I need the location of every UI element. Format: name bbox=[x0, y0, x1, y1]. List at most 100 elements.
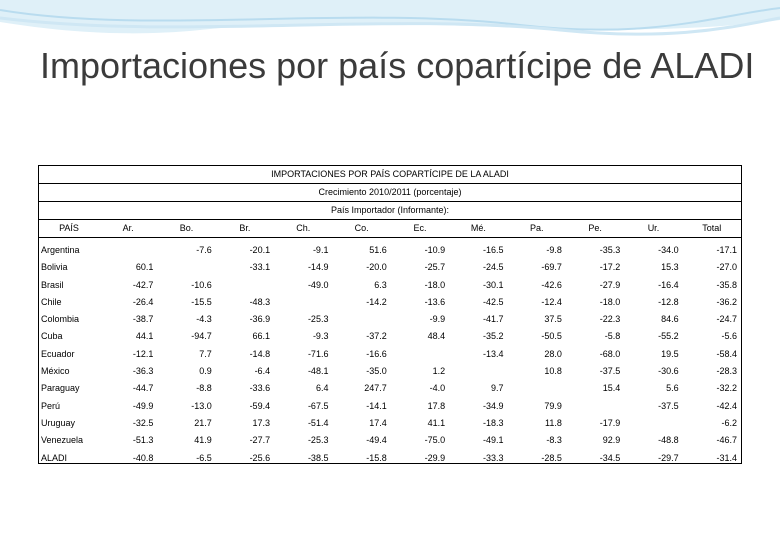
value-cell: -37.2 bbox=[366, 331, 387, 342]
value-cell: -33.1 bbox=[249, 262, 271, 273]
value-cell: -68.0 bbox=[599, 348, 621, 359]
value-cell: -15.8 bbox=[366, 452, 387, 463]
value-cell: -20.0 bbox=[366, 262, 387, 273]
value-cell: -22.3 bbox=[599, 314, 621, 325]
value-cell: -75.0 bbox=[424, 435, 446, 446]
value-cell: -34.0 bbox=[658, 245, 679, 255]
value-cell: -24.5 bbox=[483, 262, 504, 273]
value-cell: -26.4 bbox=[132, 296, 154, 307]
value-cell: -36.9 bbox=[249, 314, 271, 325]
value-cell: 17.8 bbox=[427, 400, 446, 411]
country-cell: Perú bbox=[41, 400, 61, 411]
column-header: Mé. bbox=[470, 223, 486, 233]
country-cell: Ecuador bbox=[41, 348, 75, 359]
value-cell: -15.5 bbox=[191, 296, 212, 307]
empty-cell bbox=[274, 294, 332, 311]
value-cell: -34.9 bbox=[483, 400, 504, 411]
table-row: ALADI -40.8 -6.5 -25.6 -38.5 -15.8 -29.9 -33.3 -… bbox=[39, 450, 741, 467]
value-cell: -42.7 bbox=[132, 279, 154, 290]
value-cell: -31.4 bbox=[716, 452, 737, 463]
value-cell: 19.5 bbox=[661, 348, 679, 359]
value-cell: -37.5 bbox=[658, 400, 679, 411]
value-cell: 44.1 bbox=[135, 331, 154, 342]
value-cell: -29.7 bbox=[658, 452, 679, 463]
value-cell: -51.3 bbox=[132, 435, 154, 446]
column-header: Ar. bbox=[122, 223, 134, 233]
column-header: Pe. bbox=[588, 223, 602, 233]
value-cell: 37.5 bbox=[544, 314, 562, 325]
country-cell: Bolivia bbox=[41, 262, 68, 273]
value-cell: 92.9 bbox=[602, 435, 621, 446]
value-cell: -5.8 bbox=[604, 331, 621, 342]
table-row: Argentina -7.6 -20.1 -9.1 51.6 -10.9 -16.5 -9.8… bbox=[39, 242, 741, 259]
value-cell: -27.9 bbox=[599, 279, 621, 290]
value-cell: -27.7 bbox=[249, 435, 271, 446]
country-cell: México bbox=[41, 366, 70, 377]
value-cell: -55.2 bbox=[658, 331, 679, 342]
value-cell: -48.1 bbox=[307, 366, 329, 377]
value-cell: 51.6 bbox=[369, 245, 387, 255]
value-cell: -5.6 bbox=[721, 331, 737, 342]
value-cell: -24.7 bbox=[716, 314, 737, 325]
value-cell: -44.7 bbox=[132, 383, 154, 394]
value-cell: -16.4 bbox=[658, 279, 679, 290]
value-cell: 247.7 bbox=[364, 383, 387, 394]
value-cell: -25.3 bbox=[307, 314, 329, 325]
value-cell: -17.1 bbox=[716, 245, 737, 255]
table-row: Uruguay -32.5 21.7 17.3 -51.4 17.4 41.1 -18.3 11… bbox=[39, 415, 741, 432]
table-title: IMPORTACIONES POR PAÍS COPARTÍCIPE DE LA… bbox=[39, 166, 741, 184]
value-cell: -6.2 bbox=[721, 417, 737, 428]
value-cell: -49.4 bbox=[366, 435, 387, 446]
value-cell: -41.7 bbox=[483, 314, 504, 325]
value-cell: -10.6 bbox=[191, 279, 212, 290]
column-header: Bo. bbox=[179, 223, 194, 233]
value-cell: -16.5 bbox=[483, 245, 504, 255]
value-cell: -10.9 bbox=[424, 245, 446, 255]
empty-cell bbox=[508, 380, 566, 397]
empty-cell bbox=[157, 259, 215, 276]
value-cell: -6.5 bbox=[196, 452, 212, 463]
table-row: Brasil -42.7 -10.6 -49.0 6.3 -18.0 -30.1 -42.6 -… bbox=[39, 277, 741, 294]
value-cell: 21.7 bbox=[194, 417, 212, 428]
table-body: Argentina -7.6 -20.1 -9.1 51.6 -10.9 -16.5 -9.8… bbox=[39, 238, 741, 467]
empty-cell bbox=[99, 242, 157, 259]
value-cell: -49.1 bbox=[483, 435, 504, 446]
value-cell: 6.3 bbox=[374, 279, 387, 290]
value-cell: -32.5 bbox=[132, 417, 154, 428]
group-header: País Importador (Informante): bbox=[330, 205, 450, 215]
table: IMPORTACIONES POR PAÍS COPARTÍCIPE DE LA… bbox=[38, 165, 742, 464]
value-cell: -4.3 bbox=[196, 314, 212, 325]
column-header: Ch. bbox=[296, 223, 311, 233]
value-cell: 15.4 bbox=[602, 383, 621, 394]
value-cell: -36.3 bbox=[132, 366, 154, 377]
value-cell: -46.7 bbox=[716, 435, 737, 446]
value-cell: -28.5 bbox=[541, 452, 562, 463]
table-row: Perú -49.9 -13.0 -59.4 -67.5 -14.1 17.8 -34.9 79… bbox=[39, 398, 741, 415]
value-cell: 60.1 bbox=[135, 262, 154, 273]
value-cell: -49.0 bbox=[307, 279, 329, 290]
value-cell: 10.8 bbox=[544, 366, 562, 377]
column-header: Total bbox=[702, 223, 722, 233]
table-row: Paraguay -44.7 -8.8 -33.6 6.4 247.7 -4.0 9.7 15.… bbox=[39, 380, 741, 397]
value-cell: -9.9 bbox=[429, 314, 446, 325]
value-cell: -42.5 bbox=[483, 296, 504, 307]
value-cell: 0.9 bbox=[199, 366, 212, 377]
slide-title: Importaciones por país copartícipe de AL… bbox=[40, 45, 755, 86]
table-row: Colombia -38.7 -4.3 -36.9 -25.3 -9.9 -41.7 37.5… bbox=[39, 311, 741, 328]
column-header: Co. bbox=[354, 223, 369, 233]
value-cell: -17.2 bbox=[599, 262, 621, 273]
column-header: Br. bbox=[239, 223, 251, 233]
table-row: Chile -26.4 -15.5 -48.3 -14.2 -13.6 -42.5 -12.4… bbox=[39, 294, 741, 311]
value-cell: -29.9 bbox=[424, 452, 446, 463]
value-cell: 9.7 bbox=[491, 383, 504, 394]
value-cell: -38.5 bbox=[307, 452, 329, 463]
country-cell: Venezuela bbox=[41, 435, 84, 446]
value-cell: -12.8 bbox=[658, 296, 679, 307]
value-cell: -40.8 bbox=[132, 452, 154, 463]
value-cell: -28.3 bbox=[716, 366, 737, 377]
value-cell: -14.1 bbox=[366, 400, 387, 411]
value-cell: 7.7 bbox=[199, 348, 212, 359]
value-cell: 66.1 bbox=[252, 331, 271, 342]
empty-cell bbox=[216, 277, 274, 294]
